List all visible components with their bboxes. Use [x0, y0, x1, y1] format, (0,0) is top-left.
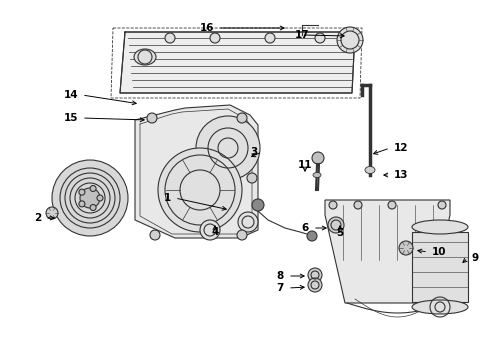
Text: 3: 3	[250, 147, 258, 157]
Circle shape	[158, 148, 242, 232]
Text: 2: 2	[34, 213, 41, 223]
Circle shape	[437, 201, 445, 209]
Circle shape	[200, 220, 220, 240]
Ellipse shape	[364, 166, 374, 174]
Circle shape	[238, 212, 258, 232]
Text: 12: 12	[393, 143, 407, 153]
Text: 14: 14	[63, 90, 78, 100]
Text: 13: 13	[393, 170, 407, 180]
Text: 7: 7	[276, 283, 284, 293]
Circle shape	[80, 188, 100, 208]
Polygon shape	[135, 105, 258, 238]
Circle shape	[307, 268, 321, 282]
Circle shape	[307, 278, 321, 292]
Polygon shape	[325, 200, 449, 303]
Text: 6: 6	[301, 223, 308, 233]
Text: 16: 16	[199, 23, 214, 33]
Circle shape	[150, 230, 160, 240]
Circle shape	[353, 201, 361, 209]
Circle shape	[46, 207, 58, 219]
Polygon shape	[120, 32, 354, 93]
Circle shape	[328, 201, 336, 209]
Text: 4: 4	[211, 227, 218, 237]
Text: 11: 11	[297, 160, 312, 170]
Polygon shape	[411, 232, 467, 302]
Circle shape	[97, 195, 103, 201]
Circle shape	[251, 199, 264, 211]
Circle shape	[90, 185, 96, 192]
Ellipse shape	[134, 49, 156, 65]
Circle shape	[398, 241, 412, 255]
Circle shape	[79, 201, 85, 207]
Circle shape	[327, 217, 343, 233]
Text: 9: 9	[471, 253, 478, 263]
Circle shape	[387, 201, 395, 209]
Ellipse shape	[312, 172, 320, 177]
Text: 5: 5	[336, 228, 343, 238]
Circle shape	[311, 152, 324, 164]
Ellipse shape	[411, 300, 467, 314]
Text: 1: 1	[163, 193, 171, 203]
Circle shape	[264, 33, 274, 43]
Circle shape	[246, 173, 257, 183]
Text: 10: 10	[431, 247, 446, 257]
Circle shape	[196, 116, 260, 180]
Circle shape	[237, 230, 246, 240]
Circle shape	[79, 189, 85, 195]
Circle shape	[52, 160, 128, 236]
Text: 17: 17	[294, 30, 309, 40]
Circle shape	[306, 231, 316, 241]
Ellipse shape	[411, 220, 467, 234]
Circle shape	[90, 204, 96, 211]
Circle shape	[237, 113, 246, 123]
Circle shape	[147, 113, 157, 123]
Circle shape	[336, 27, 362, 53]
Circle shape	[209, 33, 220, 43]
Text: 8: 8	[276, 271, 284, 281]
Circle shape	[314, 33, 325, 43]
Circle shape	[164, 33, 175, 43]
Text: 15: 15	[63, 113, 78, 123]
